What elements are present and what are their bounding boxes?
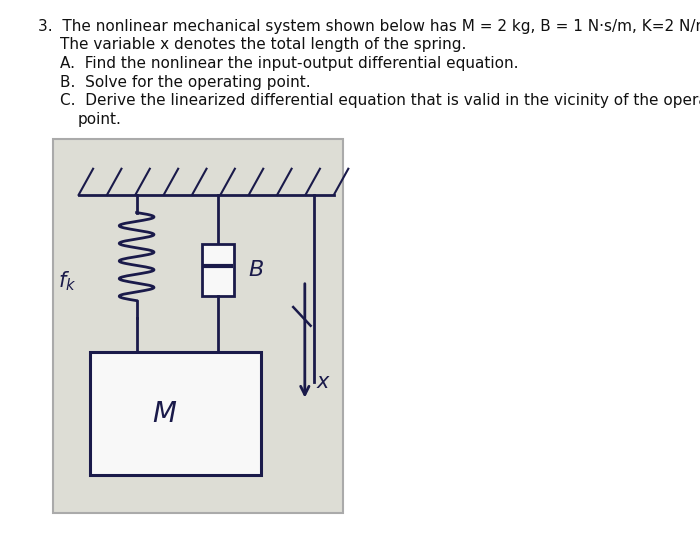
Bar	[90, 352, 261, 475]
Text: The variable x denotes the total length of the spring.: The variable x denotes the total length …	[60, 37, 466, 52]
Text: M: M	[152, 399, 176, 428]
Text: C.  Derive the linearized differential equation that is valid in the vicinity of: C. Derive the linearized differential eq…	[60, 93, 700, 108]
Text: x: x	[316, 372, 329, 392]
Text: B.  Solve for the operating point.: B. Solve for the operating point.	[60, 75, 311, 90]
Text: $f_k$: $f_k$	[58, 269, 76, 293]
Text: 3.  The nonlinear mechanical system shown below has M = 2 kg, B = 1 N·s/m, K=2 N: 3. The nonlinear mechanical system shown…	[38, 19, 700, 34]
Bar	[202, 244, 234, 296]
Text: point.: point.	[78, 112, 121, 127]
Text: B: B	[248, 260, 263, 280]
Bar	[52, 139, 342, 513]
Text: A.  Find the nonlinear the input-output differential equation.: A. Find the nonlinear the input-output d…	[60, 56, 519, 71]
